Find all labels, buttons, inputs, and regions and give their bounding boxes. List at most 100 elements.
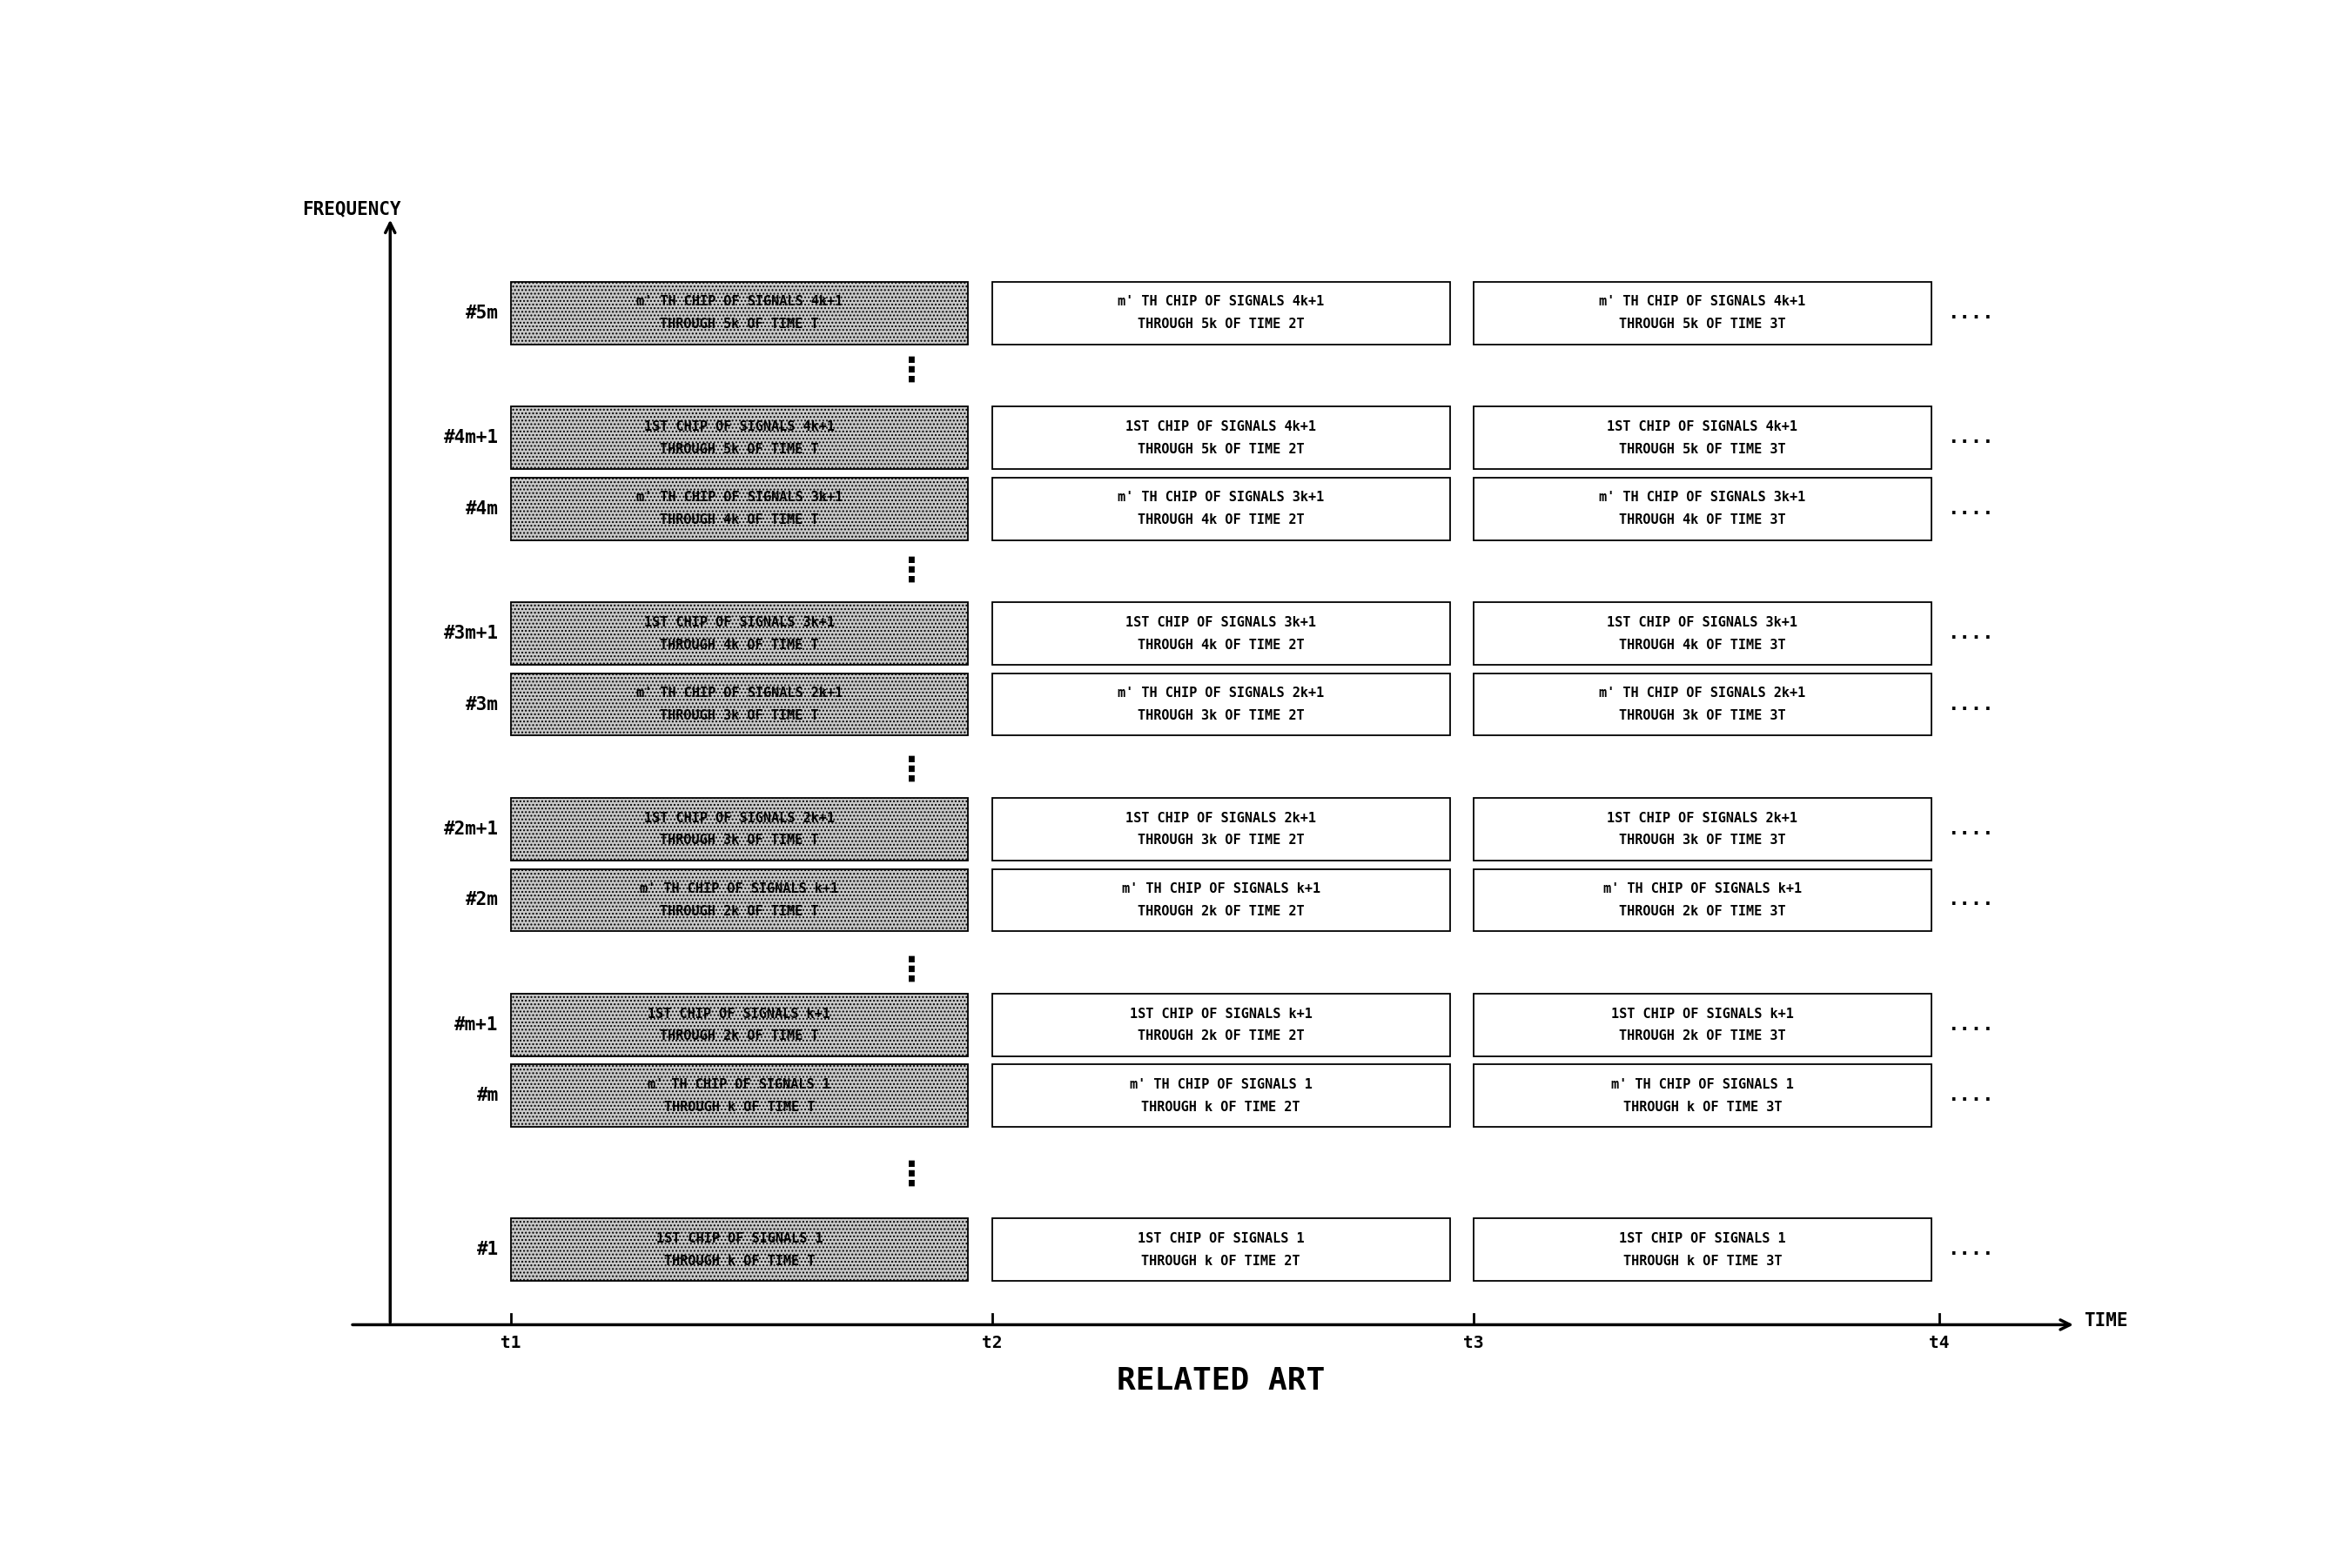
- Bar: [992, 1218, 1451, 1281]
- Text: 1ST CHIP OF SIGNALS 1: 1ST CHIP OF SIGNALS 1: [1620, 1232, 1787, 1245]
- Text: m' TH CHIP OF SIGNALS 4k+1: m' TH CHIP OF SIGNALS 4k+1: [637, 295, 842, 309]
- Bar: [510, 406, 969, 469]
- Text: m' TH CHIP OF SIGNALS k+1: m' TH CHIP OF SIGNALS k+1: [1603, 883, 1801, 895]
- Text: t2: t2: [983, 1336, 1002, 1352]
- Text: ⋮: ⋮: [896, 955, 929, 988]
- Text: THROUGH 3k OF TIME 2T: THROUGH 3k OF TIME 2T: [1138, 709, 1305, 723]
- Text: ⋮: ⋮: [896, 354, 929, 387]
- Text: t1: t1: [501, 1336, 522, 1352]
- Text: #m+1: #m+1: [454, 1016, 498, 1033]
- Bar: [1474, 478, 1930, 539]
- Bar: [992, 602, 1451, 665]
- Bar: [992, 282, 1451, 345]
- Text: THROUGH 5k OF TIME 2T: THROUGH 5k OF TIME 2T: [1138, 442, 1305, 456]
- Text: 1ST CHIP OF SIGNALS 3k+1: 1ST CHIP OF SIGNALS 3k+1: [1608, 616, 1799, 629]
- Bar: [1474, 1218, 1930, 1281]
- Text: #3m+1: #3m+1: [444, 626, 498, 643]
- Text: #2m: #2m: [465, 891, 498, 909]
- Text: THROUGH 4k OF TIME T: THROUGH 4k OF TIME T: [661, 638, 818, 651]
- Text: THROUGH 4k OF TIME 2T: THROUGH 4k OF TIME 2T: [1138, 513, 1305, 527]
- Text: ....: ....: [1947, 430, 1994, 447]
- Text: THROUGH 3k OF TIME 2T: THROUGH 3k OF TIME 2T: [1138, 834, 1305, 847]
- Text: #m: #m: [477, 1087, 498, 1104]
- Text: 1ST CHIP OF SIGNALS 4k+1: 1ST CHIP OF SIGNALS 4k+1: [1126, 420, 1317, 433]
- Text: #2m+1: #2m+1: [444, 820, 498, 837]
- Text: #1: #1: [477, 1242, 498, 1259]
- Bar: [992, 798, 1451, 861]
- Text: TIME: TIME: [2083, 1312, 2128, 1330]
- Bar: [510, 798, 969, 861]
- Text: m' TH CHIP OF SIGNALS 2k+1: m' TH CHIP OF SIGNALS 2k+1: [637, 687, 842, 699]
- Text: THROUGH 5k OF TIME T: THROUGH 5k OF TIME T: [661, 442, 818, 456]
- Text: m' TH CHIP OF SIGNALS 4k+1: m' TH CHIP OF SIGNALS 4k+1: [1599, 295, 1806, 309]
- Text: THROUGH 5k OF TIME 2T: THROUGH 5k OF TIME 2T: [1138, 318, 1305, 331]
- Text: t4: t4: [1930, 1336, 1949, 1352]
- Bar: [510, 673, 969, 735]
- Bar: [1474, 406, 1930, 469]
- Text: m' TH CHIP OF SIGNALS 3k+1: m' TH CHIP OF SIGNALS 3k+1: [1117, 491, 1324, 503]
- Text: 1ST CHIP OF SIGNALS 3k+1: 1ST CHIP OF SIGNALS 3k+1: [1126, 616, 1317, 629]
- Text: #4m: #4m: [465, 500, 498, 517]
- Text: 1ST CHIP OF SIGNALS k+1: 1ST CHIP OF SIGNALS k+1: [1128, 1007, 1312, 1021]
- Text: RELATED ART: RELATED ART: [1117, 1366, 1326, 1396]
- Bar: [992, 869, 1451, 931]
- Text: #4m+1: #4m+1: [444, 430, 498, 447]
- Text: ....: ....: [1947, 1087, 1994, 1104]
- Text: THROUGH k OF TIME 2T: THROUGH k OF TIME 2T: [1143, 1101, 1300, 1113]
- Text: THROUGH 2k OF TIME T: THROUGH 2k OF TIME T: [661, 1030, 818, 1043]
- Text: THROUGH k OF TIME T: THROUGH k OF TIME T: [663, 1101, 816, 1113]
- Text: THROUGH 4k OF TIME 2T: THROUGH 4k OF TIME 2T: [1138, 638, 1305, 651]
- Bar: [510, 869, 969, 931]
- Bar: [510, 478, 969, 539]
- Text: ....: ....: [1947, 820, 1994, 837]
- Text: m' TH CHIP OF SIGNALS 2k+1: m' TH CHIP OF SIGNALS 2k+1: [1599, 687, 1806, 699]
- Text: t3: t3: [1465, 1336, 1483, 1352]
- Text: ⋮: ⋮: [896, 754, 929, 787]
- Text: 1ST CHIP OF SIGNALS 4k+1: 1ST CHIP OF SIGNALS 4k+1: [1608, 420, 1799, 433]
- Bar: [1474, 602, 1930, 665]
- Bar: [1474, 994, 1930, 1057]
- Bar: [992, 1065, 1451, 1127]
- Text: THROUGH 2k OF TIME 2T: THROUGH 2k OF TIME 2T: [1138, 1030, 1305, 1043]
- Text: THROUGH 2k OF TIME 2T: THROUGH 2k OF TIME 2T: [1138, 905, 1305, 917]
- Text: THROUGH 4k OF TIME 3T: THROUGH 4k OF TIME 3T: [1620, 513, 1787, 527]
- Text: ⋮: ⋮: [896, 555, 929, 588]
- Text: ....: ....: [1947, 891, 1994, 909]
- Text: 1ST CHIP OF SIGNALS 2k+1: 1ST CHIP OF SIGNALS 2k+1: [1126, 812, 1317, 825]
- Text: THROUGH 5k OF TIME 3T: THROUGH 5k OF TIME 3T: [1620, 318, 1787, 331]
- Text: THROUGH k OF TIME 2T: THROUGH k OF TIME 2T: [1143, 1254, 1300, 1267]
- Text: m' TH CHIP OF SIGNALS 1: m' TH CHIP OF SIGNALS 1: [649, 1077, 830, 1091]
- Text: m' TH CHIP OF SIGNALS k+1: m' TH CHIP OF SIGNALS k+1: [1121, 883, 1321, 895]
- Text: THROUGH 5k OF TIME T: THROUGH 5k OF TIME T: [661, 318, 818, 331]
- Text: #5m: #5m: [465, 304, 498, 321]
- Bar: [510, 602, 969, 665]
- Text: THROUGH 5k OF TIME 3T: THROUGH 5k OF TIME 3T: [1620, 442, 1787, 456]
- Bar: [992, 406, 1451, 469]
- Bar: [1474, 869, 1930, 931]
- Text: ....: ....: [1947, 626, 1994, 643]
- Text: THROUGH 3k OF TIME T: THROUGH 3k OF TIME T: [661, 834, 818, 847]
- Text: ....: ....: [1947, 1016, 1994, 1033]
- Text: m' TH CHIP OF SIGNALS 1: m' TH CHIP OF SIGNALS 1: [1128, 1077, 1312, 1091]
- Bar: [992, 673, 1451, 735]
- Text: THROUGH 3k OF TIME T: THROUGH 3k OF TIME T: [661, 709, 818, 723]
- Text: THROUGH 4k OF TIME 3T: THROUGH 4k OF TIME 3T: [1620, 638, 1787, 651]
- Bar: [510, 282, 969, 345]
- Text: 1ST CHIP OF SIGNALS 1: 1ST CHIP OF SIGNALS 1: [656, 1232, 823, 1245]
- Text: #3m: #3m: [465, 696, 498, 713]
- Text: ⋮: ⋮: [896, 1159, 929, 1192]
- Text: THROUGH k OF TIME T: THROUGH k OF TIME T: [663, 1254, 816, 1267]
- Text: 1ST CHIP OF SIGNALS 4k+1: 1ST CHIP OF SIGNALS 4k+1: [644, 420, 835, 433]
- Bar: [510, 1065, 969, 1127]
- Text: 1ST CHIP OF SIGNALS 1: 1ST CHIP OF SIGNALS 1: [1138, 1232, 1305, 1245]
- Text: m' TH CHIP OF SIGNALS 3k+1: m' TH CHIP OF SIGNALS 3k+1: [637, 491, 842, 503]
- Text: 1ST CHIP OF SIGNALS k+1: 1ST CHIP OF SIGNALS k+1: [649, 1007, 830, 1021]
- Text: THROUGH 2k OF TIME 3T: THROUGH 2k OF TIME 3T: [1620, 905, 1787, 917]
- Text: FREQUENCY: FREQUENCY: [301, 201, 400, 218]
- Text: ....: ....: [1947, 696, 1994, 713]
- Text: 1ST CHIP OF SIGNALS 2k+1: 1ST CHIP OF SIGNALS 2k+1: [644, 812, 835, 825]
- Text: THROUGH 2k OF TIME T: THROUGH 2k OF TIME T: [661, 905, 818, 917]
- Bar: [1474, 1065, 1930, 1127]
- Text: 1ST CHIP OF SIGNALS k+1: 1ST CHIP OF SIGNALS k+1: [1610, 1007, 1794, 1021]
- Bar: [1474, 673, 1930, 735]
